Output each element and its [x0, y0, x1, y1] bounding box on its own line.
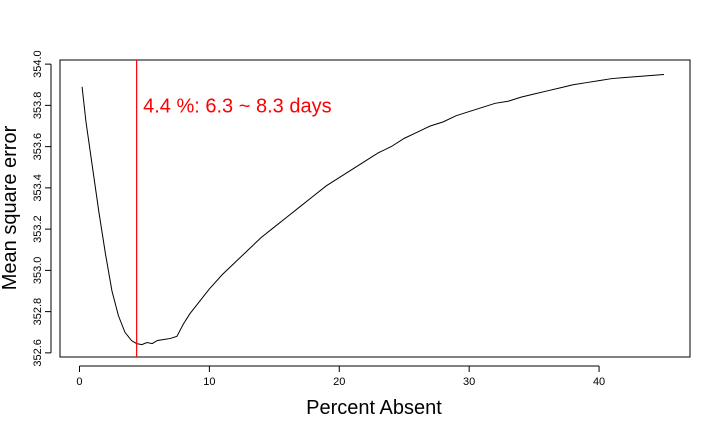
- y-tick-label: 353.6: [32, 133, 44, 161]
- x-axis: 0 10 20 30 40: [76, 365, 605, 388]
- y-tick-label: 353.2: [32, 215, 44, 243]
- x-tick-label: 0: [76, 376, 82, 388]
- x-tick-label: 40: [593, 376, 605, 388]
- x-tick-label: 20: [333, 376, 345, 388]
- y-tick-label: 353.0: [32, 257, 44, 285]
- y-tick-label: 352.6: [32, 339, 44, 367]
- y-tick-label: 354.0: [32, 50, 44, 78]
- x-tick-label: 30: [463, 376, 475, 388]
- x-tick-label: 10: [203, 376, 215, 388]
- y-tick-label: 353.8: [32, 92, 44, 120]
- plot-frame: [59, 59, 691, 358]
- y-axis-title: Mean square error: [0, 125, 21, 290]
- optimum-annotation: 4.4 %: 6.3 ~ 8.3 days: [143, 95, 331, 117]
- y-axis: 352.6 352.8 353.0 353.2 353.4 353.6 353.8 354.0: [32, 50, 52, 367]
- y-tick-label: 352.8: [32, 298, 44, 326]
- series-line: [81, 73, 665, 346]
- y-tick-label: 353.4: [32, 174, 44, 202]
- x-axis-title: Percent Absent: [306, 397, 442, 419]
